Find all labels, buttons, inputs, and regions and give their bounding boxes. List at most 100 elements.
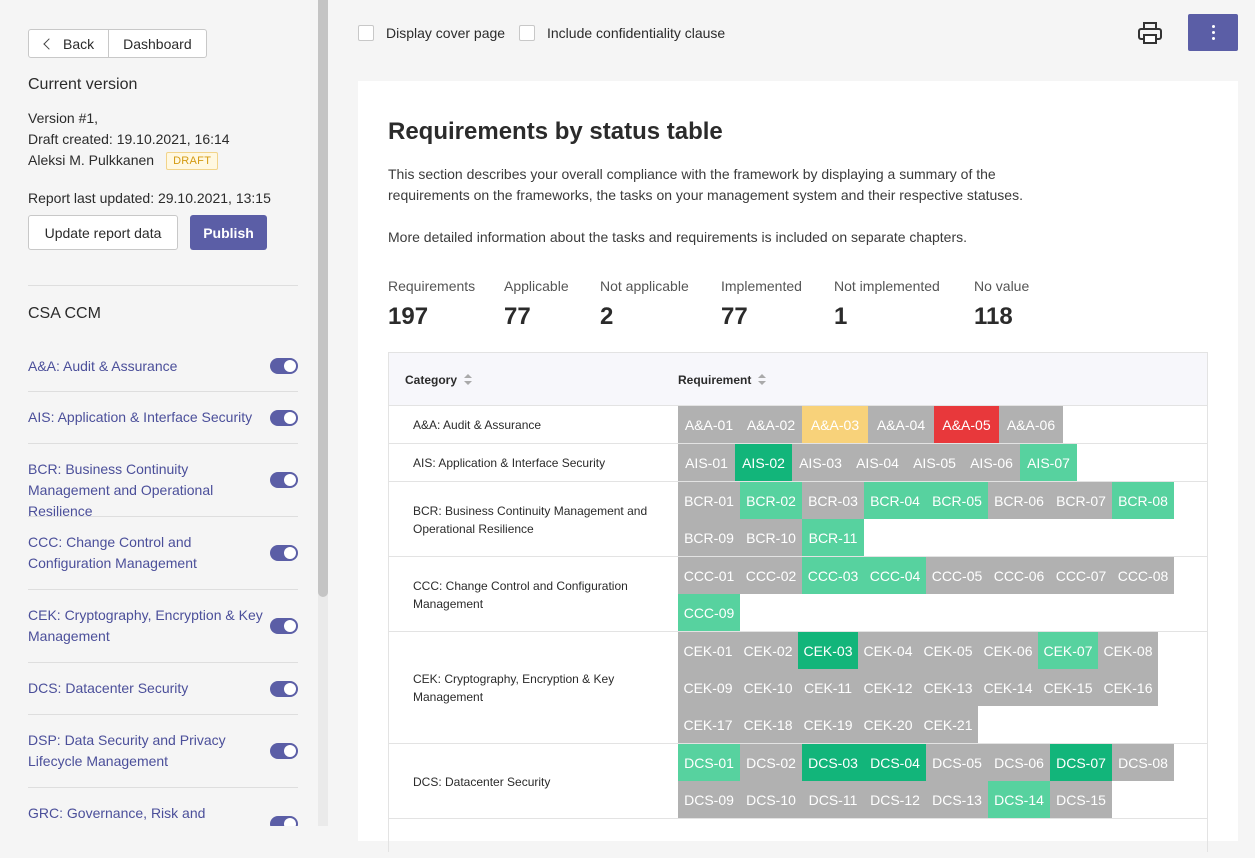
requirement-chip[interactable]: DCS-03 [802,744,864,781]
sidebar-item-ais[interactable]: AIS: Application & Interface Security [28,392,298,444]
dashboard-button[interactable]: Dashboard [109,30,206,57]
requirement-chip[interactable]: CCC-02 [740,557,802,594]
category-toggle[interactable] [270,816,298,826]
requirement-chip[interactable]: BCR-09 [678,519,740,556]
stat-not-applicable: Not applicable 2 [600,278,689,330]
requirement-chip[interactable]: BCR-07 [1050,482,1112,519]
column-header-requirement[interactable]: Requirement [678,373,767,387]
requirement-chip[interactable]: CCC-01 [678,557,740,594]
requirement-chip[interactable]: CEK-03 [798,632,858,669]
requirement-chip[interactable]: AIS-02 [735,444,792,481]
requirement-chip[interactable]: CEK-16 [1098,669,1158,706]
sidebar-item-cek[interactable]: CEK: Cryptography, Encryption & Key Mana… [28,590,298,663]
sort-icon[interactable] [758,374,767,386]
requirement-chip[interactable]: CEK-17 [678,706,738,743]
confidentiality-checkbox[interactable] [519,25,535,41]
requirement-chip[interactable]: AIS-06 [963,444,1020,481]
requirement-chip[interactable]: CCC-03 [802,557,864,594]
requirement-chip[interactable]: AIS-01 [678,444,735,481]
requirement-chip[interactable]: DCS-04 [864,744,926,781]
requirement-chip[interactable]: BCR-06 [988,482,1050,519]
category-toggle[interactable] [270,545,298,561]
requirement-chip[interactable]: A&A-02 [740,406,802,443]
requirement-chip[interactable]: CCC-07 [1050,557,1112,594]
requirement-chip[interactable]: BCR-11 [802,519,864,556]
requirement-chip[interactable]: CEK-01 [678,632,738,669]
requirement-chip[interactable]: DCS-05 [926,744,988,781]
requirement-chip[interactable]: DCS-11 [802,781,864,818]
requirement-chip[interactable]: DCS-08 [1112,744,1174,781]
sort-icon[interactable] [464,374,473,386]
requirement-chip[interactable]: CCC-09 [678,594,740,631]
requirement-chip[interactable]: CEK-13 [918,669,978,706]
requirement-chip[interactable]: DCS-02 [740,744,802,781]
requirement-chip[interactable]: DCS-10 [740,781,802,818]
category-toggle[interactable] [270,472,298,488]
requirement-chip[interactable]: AIS-07 [1020,444,1077,481]
category-toggle[interactable] [270,681,298,697]
requirement-chip[interactable]: CEK-18 [738,706,798,743]
requirement-chip[interactable]: BCR-03 [802,482,864,519]
more-vertical-icon[interactable] [1188,14,1238,51]
requirement-chip[interactable]: CEK-05 [918,632,978,669]
requirement-chip[interactable]: DCS-15 [1050,781,1112,818]
requirement-chip[interactable]: DCS-12 [864,781,926,818]
requirement-chip[interactable]: CEK-02 [738,632,798,669]
requirement-chip[interactable]: DCS-14 [988,781,1050,818]
requirement-chip[interactable]: CEK-12 [858,669,918,706]
requirement-chip[interactable]: CEK-11 [798,669,858,706]
requirement-chip[interactable]: CCC-04 [864,557,926,594]
requirement-chip[interactable]: CEK-20 [858,706,918,743]
sidebar-item-bcr[interactable]: BCR: Business Continuity Management and … [28,444,298,519]
requirement-chip[interactable]: CEK-08 [1098,632,1158,669]
requirement-chip[interactable]: CEK-04 [858,632,918,669]
cover-page-checkbox[interactable] [358,25,374,41]
sidebar-item-grc[interactable]: GRC: Governance, Risk and [28,788,298,826]
requirement-chip[interactable]: CEK-14 [978,669,1038,706]
requirement-chip[interactable]: BCR-10 [740,519,802,556]
update-report-button[interactable]: Update report data [28,215,178,250]
category-toggle[interactable] [270,743,298,759]
category-toggle[interactable] [270,358,298,374]
requirement-chip[interactable]: AIS-05 [906,444,963,481]
requirement-chip[interactable]: CEK-19 [798,706,858,743]
requirement-chip[interactable]: CCC-08 [1112,557,1174,594]
requirement-chip[interactable]: CEK-10 [738,669,798,706]
printer-icon[interactable] [1137,20,1163,46]
sidebar-item-dsp[interactable]: DSP: Data Security and Privacy Lifecycle… [28,715,298,788]
requirement-chip[interactable]: A&A-06 [999,406,1063,443]
requirement-chip[interactable]: A&A-04 [868,406,934,443]
requirement-chip[interactable]: CCC-05 [926,557,988,594]
column-header-category[interactable]: Category [405,373,473,387]
requirement-chip[interactable]: CCC-06 [988,557,1050,594]
requirement-chip[interactable]: CEK-09 [678,669,738,706]
requirement-chip[interactable]: A&A-01 [678,406,740,443]
requirement-chip[interactable]: CEK-21 [918,706,978,743]
requirement-chip[interactable]: DCS-13 [926,781,988,818]
back-button[interactable]: Back [29,30,110,57]
requirement-chip[interactable]: BCR-05 [926,482,988,519]
requirement-chip[interactable]: CEK-06 [978,632,1038,669]
requirement-chip[interactable]: AIS-03 [792,444,849,481]
sidebar-item-dcs[interactable]: DCS: Datacenter Security [28,663,298,715]
sidebar-item-aa[interactable]: A&A: Audit & Assurance [28,340,298,392]
requirement-chip[interactable]: DCS-06 [988,744,1050,781]
sidebar-scrollbar-thumb[interactable] [318,0,328,597]
requirement-chip[interactable]: DCS-01 [678,744,740,781]
table-row: BCR: Business Continuity Management and … [389,481,1207,556]
requirement-chip[interactable]: BCR-01 [678,482,740,519]
requirement-chip[interactable]: BCR-08 [1112,482,1174,519]
publish-button[interactable]: Publish [190,215,267,250]
requirement-chip[interactable]: BCR-02 [740,482,802,519]
requirement-chip[interactable]: AIS-04 [849,444,906,481]
requirement-chip[interactable]: A&A-03 [802,406,868,443]
requirement-chip[interactable]: DCS-09 [678,781,740,818]
category-toggle[interactable] [270,618,298,634]
requirement-chip[interactable]: CEK-15 [1038,669,1098,706]
sidebar-item-ccc[interactable]: CCC: Change Control and Configuration Ma… [28,517,298,590]
requirement-chip[interactable]: A&A-05 [934,406,999,443]
requirement-chip[interactable]: DCS-07 [1050,744,1112,781]
category-toggle[interactable] [270,410,298,426]
requirement-chip[interactable]: BCR-04 [864,482,926,519]
requirement-chip[interactable]: CEK-07 [1038,632,1098,669]
